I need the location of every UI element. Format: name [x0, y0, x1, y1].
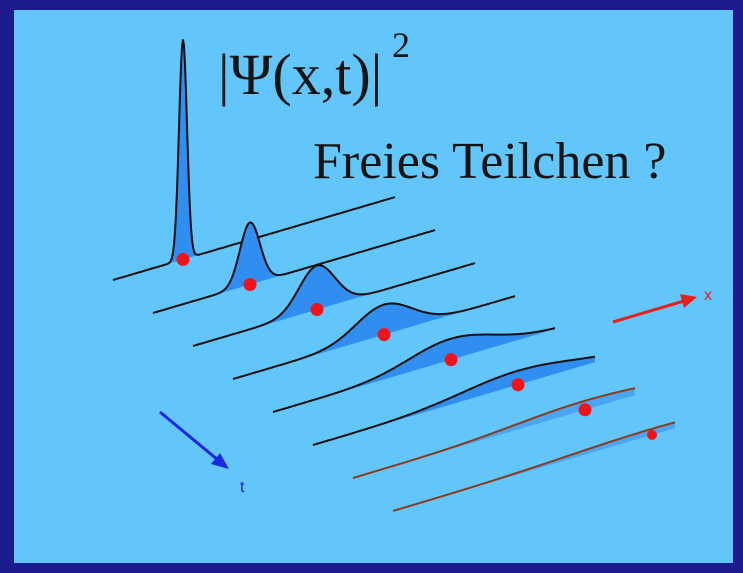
particle-dot [311, 303, 324, 316]
t-axis-label: t [240, 479, 245, 496]
particle-dot [378, 328, 391, 341]
slide: |Ψ(x,t)| 2 Freies Teilchen ? x t [0, 0, 743, 573]
formula-exponent: 2 [392, 25, 410, 65]
particle-dot [579, 403, 592, 416]
particle-dot [177, 253, 190, 266]
page: |Ψ(x,t)| 2 Freies Teilchen ? x t (() => … [0, 0, 743, 573]
particle-dot [647, 430, 657, 440]
heading: Freies Teilchen ? [313, 133, 667, 190]
particle-dot [244, 278, 257, 291]
particle-dot [512, 378, 525, 391]
x-axis-label: x [704, 287, 712, 304]
particle-dot [445, 353, 458, 366]
formula-expression: |Ψ(x,t)| [218, 42, 382, 107]
